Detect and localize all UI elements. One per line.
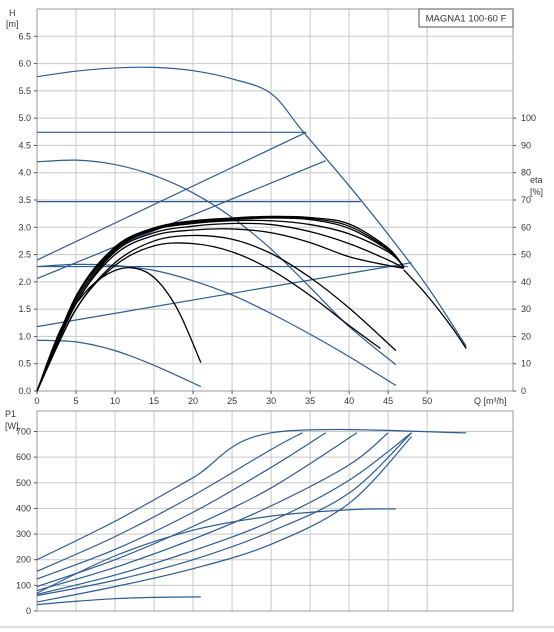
x-tick-label: 40 <box>344 396 354 406</box>
y2-tick-label: 50 <box>521 250 531 260</box>
head-curve <box>36 131 307 261</box>
y2-tick-label: 0 <box>521 386 526 396</box>
top-y-ticks: 0.0 0.5 1.0 1.5 2.0 2.5 3.0 3.5 4.0 4.5 5.0 5.5 6.0 6… <box>18 31 37 396</box>
y2-axis-label-line2: [%] <box>530 187 543 197</box>
y-tick-label: 3.5 <box>18 195 31 205</box>
efficiency-curve <box>36 228 404 392</box>
x-axis-label: Q [m³/h] <box>474 396 507 406</box>
y-tick-label: 1.5 <box>18 304 31 314</box>
x-tick-label: 35 <box>305 396 315 406</box>
chart-title: MAGNA1 100-60 F <box>426 14 507 25</box>
y-tick-label: 2.0 <box>18 277 31 287</box>
efficiency-curve <box>36 219 405 392</box>
y-tick-label: 0.0 <box>18 386 31 396</box>
bottom-series <box>36 428 467 606</box>
head-curve <box>36 339 202 388</box>
head-curve <box>36 66 467 347</box>
x-tick-label: 0 <box>34 396 39 406</box>
power-tick-label: 100 <box>16 580 31 590</box>
top-x-ticks: 0 5 10 15 20 25 30 35 40 45 50 <box>34 391 432 406</box>
x-tick-label: 10 <box>110 396 120 406</box>
y-tick-label: 6.5 <box>18 31 31 41</box>
efficiency-curve <box>36 222 405 392</box>
efficiency-curve <box>36 234 397 392</box>
efficiency-curve <box>36 242 381 392</box>
power-curve <box>36 596 201 606</box>
y-tick-label: 3.0 <box>18 222 31 232</box>
power-panel: 0 100 200 300 400 500 600 700 P1 [W] <box>5 409 514 616</box>
power-curve <box>36 432 358 588</box>
bottom-plot-frame <box>36 410 514 612</box>
power-axis-label-line2: [W] <box>5 421 19 431</box>
efficiency-curve <box>36 215 405 392</box>
power-tick-label: 300 <box>16 529 31 539</box>
y2-tick-label: 30 <box>521 304 531 314</box>
y-axis-label-line2: [m] <box>6 19 19 29</box>
y-tick-label: 5.0 <box>18 113 31 123</box>
y2-tick-label: 40 <box>521 277 531 287</box>
y2-axis-label-line1: eta <box>530 175 543 185</box>
y-tick-label: 0.5 <box>18 359 31 369</box>
power-curve <box>36 432 412 595</box>
x-tick-label: 45 <box>383 396 393 406</box>
y-tick-label: 5.5 <box>18 86 31 96</box>
head-curve <box>36 262 412 328</box>
power-curve <box>36 432 327 580</box>
x-tick-label: 50 <box>422 396 432 406</box>
power-tick-label: 600 <box>16 452 31 462</box>
top-y2-ticks: 0 10 20 30 40 50 60 70 80 90 100 <box>513 113 536 396</box>
head-curve <box>36 159 397 366</box>
head-efficiency-panel: 0 5 10 15 20 25 30 35 40 45 50 0.0 0.5 1.0 1.5 2.0 2.5 3… <box>6 8 543 406</box>
x-tick-label: 5 <box>74 396 79 406</box>
y-tick-label: 4.0 <box>18 168 31 178</box>
power-curve <box>36 432 303 572</box>
bottom-y-ticks: 0 100 200 300 400 500 600 700 <box>16 427 37 616</box>
y2-tick-label: 20 <box>521 331 531 341</box>
power-tick-label: 700 <box>16 427 31 437</box>
efficiency-curve <box>403 269 467 349</box>
y2-tick-label: 10 <box>521 359 531 369</box>
x-tick-label: 15 <box>149 396 159 406</box>
y2-tick-label: 70 <box>521 195 531 205</box>
y2-tick-label: 100 <box>521 113 536 123</box>
y2-tick-label: 60 <box>521 222 531 232</box>
y-tick-label: 1.0 <box>18 331 31 341</box>
power-axis-label-line1: P1 <box>5 409 16 419</box>
x-tick-label: 25 <box>227 396 237 406</box>
top-series <box>36 66 467 392</box>
y2-tick-label: 80 <box>521 168 531 178</box>
power-curve <box>36 508 396 594</box>
power-curve <box>36 432 412 597</box>
power-tick-label: 500 <box>16 478 31 488</box>
x-tick-label: 20 <box>188 396 198 406</box>
top-grid <box>36 9 513 392</box>
power-tick-label: 200 <box>16 555 31 565</box>
y-tick-label: 4.5 <box>18 140 31 150</box>
y-tick-label: 6.0 <box>18 59 31 69</box>
bottom-grid <box>36 411 513 612</box>
y-tick-label: 2.5 <box>18 250 31 260</box>
head-curve <box>36 160 326 280</box>
power-tick-label: 0 <box>26 606 31 616</box>
x-tick-label: 30 <box>266 396 276 406</box>
y2-tick-label: 90 <box>521 140 531 150</box>
power-curve <box>36 428 467 561</box>
y-axis-label-line1: H <box>9 8 16 18</box>
head-curve <box>36 263 397 387</box>
power-curve <box>36 436 412 603</box>
power-curve <box>36 432 389 592</box>
chart-title-box <box>418 8 514 28</box>
power-tick-label: 400 <box>16 503 31 513</box>
